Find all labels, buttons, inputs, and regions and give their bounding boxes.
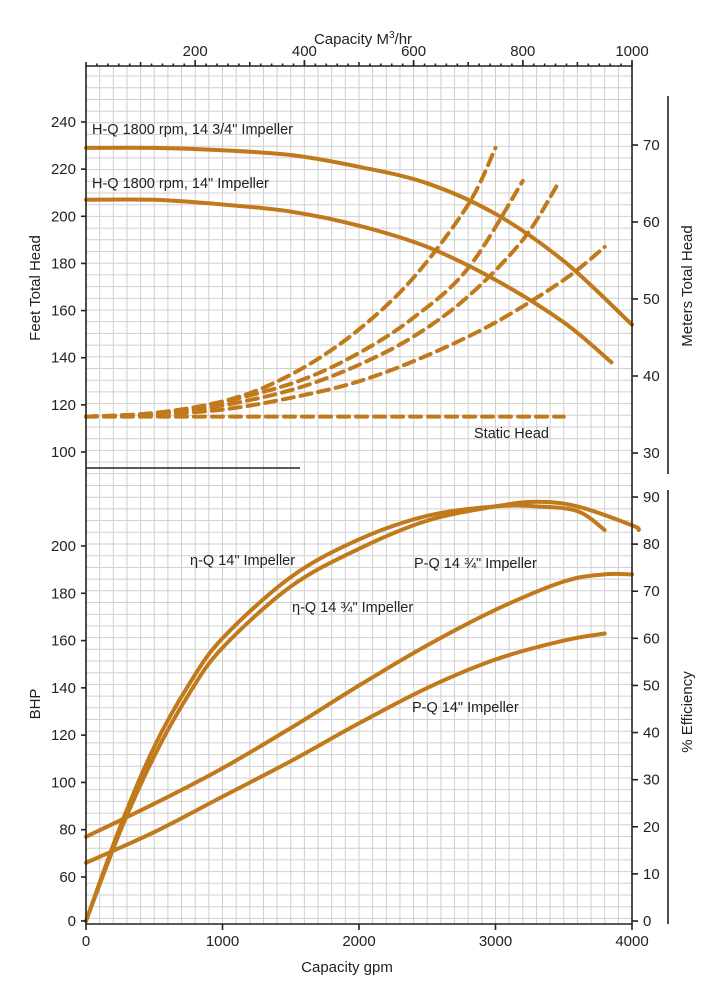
efficiency-right-tick-label: 70 — [643, 583, 660, 600]
head-left-tick-label: 160 — [51, 303, 76, 320]
top-axis-tick-label: 400 — [292, 43, 317, 60]
efficiency-right-tick-label: 30 — [643, 772, 660, 789]
hq-14-75-impeller-label: H-Q 1800 rpm, 14 3/4" Impeller — [92, 122, 293, 138]
system-curve-4 — [84, 244, 607, 419]
bottom-axis-tick-label: 3000 — [479, 933, 512, 950]
efficiency-right-tick-label: 90 — [643, 489, 660, 506]
bhp-left-tick-label: 60 — [59, 869, 76, 886]
head-left-tick-label: 100 — [51, 444, 76, 461]
bottom-axis-tick-label: 2000 — [342, 933, 375, 950]
meters-right-tick-label: 70 — [643, 137, 660, 154]
head-left-axis-title: Feet Total Head — [27, 235, 44, 341]
bhp-axis-title: BHP — [27, 689, 44, 720]
bottom-axis-tick-label: 1000 — [206, 933, 239, 950]
head-left-tick-label: 140 — [51, 350, 76, 367]
bhp-left-tick-label: 160 — [51, 633, 76, 650]
bhp-left-tick-label: 80 — [59, 822, 76, 839]
bhp-left-tick-label: 120 — [51, 727, 76, 744]
pq-14-impeller-label: P-Q 14" Impeller — [412, 700, 519, 716]
axes — [81, 60, 669, 930]
eta-q-14-75-impeller-label: η-Q 14 ¾" Impeller — [292, 600, 413, 616]
head-left-tick-label: 180 — [51, 255, 76, 272]
hq-14-impeller-curve — [84, 197, 614, 365]
top-axis-title-superscript: 3 — [389, 30, 395, 41]
static-head-label: Static Head — [474, 426, 549, 442]
head-left-tick-label: 240 — [51, 114, 76, 131]
top-axis-title-unit: /hr — [395, 31, 413, 48]
efficiency-right-tick-label: 60 — [643, 630, 660, 647]
meters-right-tick-label: 60 — [643, 214, 660, 231]
efficiency-right-tick-label: 50 — [643, 677, 660, 694]
top-axis-tick-label: 800 — [510, 43, 535, 60]
efficiency-right-tick-label: 20 — [643, 819, 660, 836]
bottom-axis-tick-label: 4000 — [615, 933, 648, 950]
pq-14-75-impeller-curve — [84, 571, 634, 839]
hq-14-impeller-label: H-Q 1800 rpm, 14" Impeller — [92, 176, 269, 192]
bottom-axis-title: Capacity gpm — [301, 959, 393, 976]
system-curve-3 — [84, 183, 559, 419]
efficiency-right-tick-label: 10 — [643, 866, 660, 883]
head-left-tick-label: 120 — [51, 397, 76, 414]
pq-14-impeller-curve — [84, 631, 607, 865]
top-axis-tick-label: 200 — [183, 43, 208, 60]
bhp-left-tick-label: 180 — [51, 585, 76, 602]
efficiency-right-tick-label: 0 — [643, 913, 651, 930]
top-axis-tick-label: 600 — [401, 43, 426, 60]
bhp-left-tick-label: 200 — [51, 538, 76, 555]
meters-right-tick-label: 50 — [643, 291, 660, 308]
top-axis-tick-label: 1000 — [615, 43, 648, 60]
bhp-left-tick-label: 140 — [51, 680, 76, 697]
bhp-left-tick-label: 0 — [68, 913, 76, 930]
top-axis-title-main: Capacity M — [314, 31, 389, 48]
efficiency-axis-title: % Efficiency — [679, 671, 696, 753]
eta-q-14-75-impeller-curve — [84, 499, 641, 923]
head-left-tick-label: 200 — [51, 208, 76, 225]
bhp-left-tick-label: 100 — [51, 774, 76, 791]
meters-right-tick-label: 30 — [643, 445, 660, 462]
eta-q-14-impeller-label: η-Q 14" Impeller — [190, 553, 295, 569]
efficiency-right-tick-label: 40 — [643, 725, 660, 742]
meters-axis-title: Meters Total Head — [679, 225, 696, 346]
hq-14-75-impeller-curve — [84, 145, 634, 327]
top-axis-title: Capacity M3/hr — [314, 30, 412, 48]
pq-14-75-impeller-label: P-Q 14 ¾" Impeller — [414, 556, 537, 572]
eta-q-14-impeller-curve — [84, 503, 607, 923]
head-left-tick-label: 220 — [51, 161, 76, 178]
bottom-axis-tick-label: 0 — [82, 933, 90, 950]
grid — [85, 66, 633, 924]
meters-right-tick-label: 40 — [643, 368, 660, 385]
curves — [84, 145, 641, 923]
efficiency-right-tick-label: 80 — [643, 536, 660, 553]
